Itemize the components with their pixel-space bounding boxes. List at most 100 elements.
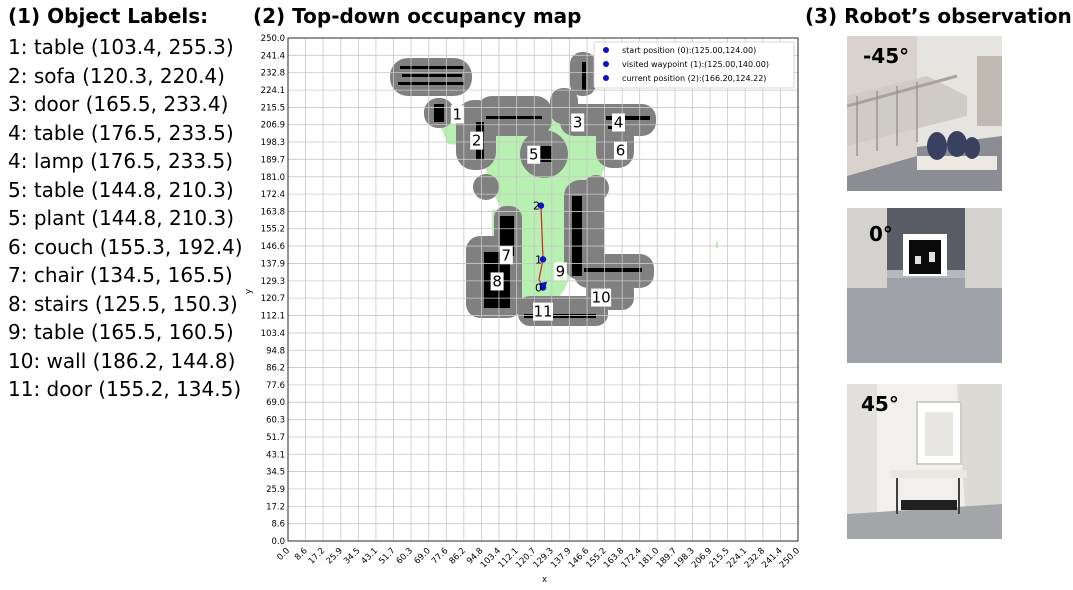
x-tick-label: 25.9 xyxy=(324,546,344,566)
object-label-item: 9: table (165.5, 160.5) xyxy=(8,320,234,344)
legend-entry: visited waypoint (1):(125.00,140.00) xyxy=(622,60,769,69)
object-labels-heading: (1) Object Labels: xyxy=(8,4,209,28)
x-tick-labels: 0.0 8.617.225.934.543.151.760.369.077.686… xyxy=(275,546,802,570)
object-marker-label: 5 xyxy=(529,146,539,164)
y-tick-label: 232.8 xyxy=(261,69,285,79)
occupancy-map-heading: (2) Top-down occupancy map xyxy=(253,4,582,28)
object-label-item: 8: stairs (125.5, 150.3) xyxy=(8,291,238,316)
y-tick-label: 163.8 xyxy=(261,207,285,217)
object-marker-box xyxy=(614,141,628,160)
object-label-item: 5: plant (144.8, 210.3) xyxy=(8,206,235,230)
object-marker-label: 10 xyxy=(592,289,611,307)
object-label-item: 11: door (155.2, 134.5) xyxy=(8,377,242,401)
object-marker-label: 11 xyxy=(533,303,552,321)
object-marker-label: 2 xyxy=(472,132,482,150)
y-tick-label: 69.0 xyxy=(266,398,285,408)
y-tick-label: 250.0 xyxy=(261,34,285,44)
x-tick-label: 86.2 xyxy=(448,546,468,566)
x-tick-label: 60.3 xyxy=(395,546,415,566)
legend: start position (0):(125.00,124.00) visit… xyxy=(593,41,795,89)
object-marker-box xyxy=(571,113,585,132)
x-tick-label: 69.0 xyxy=(412,546,432,566)
object-marker-box xyxy=(611,113,625,132)
y-tick-label: 103.4 xyxy=(261,329,285,339)
y-tick-label: 34.5 xyxy=(266,468,285,478)
waypoint-marker xyxy=(537,202,545,209)
object-marker-label: 1 xyxy=(453,105,463,123)
object-label-item: 3: door (165.5, 233.4) xyxy=(8,92,229,116)
object-label-item: 6: couch (155.3, 192.4) xyxy=(8,234,243,259)
y-tick-labels: 0.0 8.6 17.2 25.9 34.5 43.1 51.7 60.3 69.0 77.6 86… xyxy=(261,34,285,547)
y-tick-label: 60.3 xyxy=(266,416,285,426)
waypoint-label: 0 xyxy=(535,281,542,294)
waypoint-label: 2 xyxy=(533,200,540,213)
object-marker-label: 4 xyxy=(614,114,624,132)
object-label-item: 1: table (103.4, 255.3) xyxy=(8,35,234,59)
legend-marker xyxy=(603,75,609,81)
y-tick-label: 241.4 xyxy=(261,51,285,61)
observation-angle-label: -45° xyxy=(863,44,910,68)
object-marker-label: 8 xyxy=(492,272,502,290)
y-tick-label: 129.3 xyxy=(261,277,285,287)
y-tick-label: 172.4 xyxy=(261,190,285,200)
object-marker-label: 6 xyxy=(616,142,626,160)
object-label-item: 2: sofa (120.3, 220.4) xyxy=(8,63,225,88)
y-tick-label: 198.3 xyxy=(261,138,285,148)
object-label-item: 4: table (176.5, 233.5) xyxy=(8,120,234,145)
x-tick-label: 17.2 xyxy=(307,546,327,566)
y-tick-label: 25.9 xyxy=(266,485,285,495)
y-tick-label: 146.6 xyxy=(261,242,285,252)
x-tick-label: 0.0 xyxy=(275,546,292,563)
occupancy-map-chart: 0.08.617.225.934.543.151.760.369.077.686… xyxy=(244,34,802,585)
object-label-item: 4: lamp (176.5, 233.5) xyxy=(8,149,233,173)
plot-frame xyxy=(287,37,799,542)
observation-angle-label: 45° xyxy=(861,392,899,416)
x-tick-label: 34.5 xyxy=(342,546,362,566)
y-tick-label: 17.2 xyxy=(266,502,285,512)
x-axis-label: x xyxy=(542,575,547,585)
robot-observation-heading: (3) Robot’s observation: xyxy=(805,4,1073,28)
waypoint-marker xyxy=(539,284,547,291)
object-marker-box xyxy=(499,246,513,265)
x-tick-label: 51.7 xyxy=(377,546,397,566)
grid-lines xyxy=(287,37,799,542)
x-tick-label: 250.0 xyxy=(778,546,802,570)
x-tick-label: 77.6 xyxy=(430,546,450,566)
object-label-list: 1: table (103.4, 255.3) 2: sofa (120.3, … xyxy=(8,33,243,404)
y-tick-label: 8.6 xyxy=(271,520,285,530)
object-marker-label: 9 xyxy=(556,262,566,280)
observation-image-right: 45° xyxy=(847,384,1002,539)
y-tick-label: 112.1 xyxy=(261,311,285,321)
legend-entry: start position (0):(125.00,124.00) xyxy=(622,46,756,55)
y-tick-label: 94.8 xyxy=(266,346,285,356)
legend-entry: current position (2):(166.20,124.22) xyxy=(622,74,766,83)
y-tick-label: 43.1 xyxy=(266,450,285,460)
x-tick-label: 43.1 xyxy=(360,546,380,566)
object-marker-box xyxy=(490,272,504,291)
object-marker-label: 7 xyxy=(502,246,512,264)
object-marker-box xyxy=(470,131,484,150)
object-label-item: 7: chair (134.5, 165.5) xyxy=(8,263,233,287)
y-tick-label: 86.2 xyxy=(266,364,285,374)
object-marker-box xyxy=(450,105,464,124)
object-marker-box xyxy=(527,145,541,164)
y-tick-label: 120.7 xyxy=(261,294,285,304)
observation-image-left: -45° xyxy=(847,36,1002,191)
y-tick-label: 215.5 xyxy=(261,103,285,113)
object-marker-box xyxy=(553,262,567,281)
legend-marker xyxy=(603,47,609,53)
observation-image-center: 0° xyxy=(847,208,1002,363)
object-label-item: 5: table (144.8, 210.3) xyxy=(8,177,234,202)
y-tick-label: 181.0 xyxy=(261,173,285,183)
y-tick-label: 137.9 xyxy=(261,260,285,270)
y-tick-label: 51.7 xyxy=(266,433,285,443)
observation-angle-label: 0° xyxy=(869,222,893,246)
waypoint-marker xyxy=(539,256,547,263)
object-label-item: 10: wall (186.2, 144.8) xyxy=(8,348,236,373)
y-tick-label: 155.2 xyxy=(261,225,285,235)
object-marker-label: 3 xyxy=(573,114,583,132)
object-marker-box xyxy=(533,302,553,321)
y-tick-label: 0.0 xyxy=(271,537,285,547)
y-tick-label: 224.1 xyxy=(261,86,285,96)
